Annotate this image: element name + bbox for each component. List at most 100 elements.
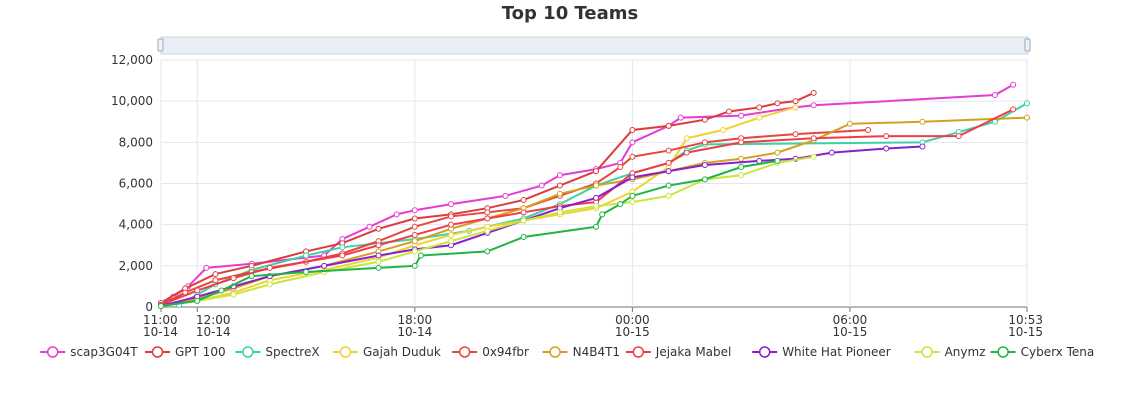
data-point bbox=[556, 172, 563, 179]
legend-label: 0x94fbr bbox=[482, 345, 529, 359]
zoom-handle-right[interactable] bbox=[1024, 38, 1031, 52]
data-point bbox=[738, 139, 745, 146]
legend-marker-icon bbox=[339, 346, 352, 358]
legend-item[interactable]: scap3G04T bbox=[40, 345, 138, 359]
y-tick-label: 0 bbox=[145, 300, 153, 314]
series-group bbox=[158, 81, 1030, 310]
series-line bbox=[160, 83, 1014, 306]
legend-item[interactable]: N4B4T1 bbox=[542, 345, 620, 359]
data-point bbox=[883, 133, 890, 140]
data-point bbox=[448, 221, 455, 228]
data-point bbox=[484, 248, 491, 255]
data-point bbox=[810, 153, 817, 160]
data-point bbox=[1024, 100, 1030, 107]
data-point bbox=[230, 291, 237, 298]
x-tick-label: 18:00 bbox=[398, 313, 433, 327]
data-point bbox=[194, 287, 201, 294]
data-point bbox=[212, 277, 219, 284]
data-point bbox=[1010, 106, 1017, 113]
series-line bbox=[160, 108, 1014, 306]
data-point bbox=[484, 215, 491, 222]
y-tick-label: 10,000 bbox=[111, 94, 153, 108]
data-point bbox=[411, 207, 418, 214]
data-point bbox=[701, 161, 708, 168]
series-cyberx-tena bbox=[158, 157, 781, 309]
data-point bbox=[520, 234, 527, 241]
data-point bbox=[810, 89, 817, 96]
x-tick-label: 00:00 bbox=[615, 313, 650, 327]
data-point bbox=[629, 199, 636, 206]
series-anymz bbox=[158, 153, 817, 310]
legend-item[interactable]: GPT 100 bbox=[145, 345, 226, 359]
grid-lines bbox=[160, 59, 1028, 308]
x-tick-date-label: 10-14 bbox=[397, 325, 432, 339]
data-point bbox=[629, 126, 636, 133]
series-line bbox=[160, 106, 796, 307]
data-point bbox=[665, 168, 672, 175]
data-point bbox=[617, 201, 624, 208]
data-point bbox=[738, 172, 745, 179]
data-point bbox=[158, 302, 164, 309]
legend-item[interactable]: SpectreX bbox=[235, 345, 320, 359]
data-point bbox=[665, 147, 672, 154]
data-point bbox=[629, 174, 636, 181]
data-point bbox=[230, 275, 237, 282]
data-point bbox=[417, 252, 424, 259]
legend-item[interactable]: Gajah Duduk bbox=[333, 345, 441, 359]
data-point bbox=[366, 223, 373, 230]
chart-title: Top 10 Teams bbox=[502, 3, 638, 24]
data-point bbox=[203, 264, 210, 271]
legend-marker-icon bbox=[242, 346, 254, 358]
data-point bbox=[556, 209, 563, 216]
legend-item[interactable]: 0x94fbr bbox=[452, 345, 529, 359]
data-point bbox=[756, 157, 763, 164]
zoom-handle-left[interactable] bbox=[157, 38, 164, 52]
data-point bbox=[194, 297, 201, 304]
data-point bbox=[448, 213, 455, 220]
data-point bbox=[683, 149, 690, 156]
data-zoom-slider[interactable] bbox=[157, 36, 1031, 55]
data-point bbox=[720, 126, 727, 133]
data-point bbox=[810, 102, 817, 109]
zoom-slider-track[interactable] bbox=[160, 36, 1029, 55]
x-tick-label: 11:00 bbox=[143, 313, 178, 327]
data-point bbox=[865, 126, 872, 133]
data-point bbox=[593, 182, 600, 189]
x-tick-label: 10:53 bbox=[1008, 313, 1043, 327]
data-point bbox=[484, 227, 491, 234]
data-point bbox=[683, 135, 690, 142]
data-point bbox=[599, 211, 606, 218]
data-point bbox=[484, 209, 491, 216]
y-tick-label: 8,000 bbox=[119, 135, 153, 149]
data-point bbox=[520, 217, 527, 224]
data-point bbox=[617, 164, 624, 171]
data-point bbox=[991, 91, 998, 98]
x-tick-label: 06:00 bbox=[833, 313, 868, 327]
data-point bbox=[411, 215, 418, 222]
data-point bbox=[411, 238, 418, 245]
data-point bbox=[919, 143, 926, 150]
data-point bbox=[1024, 114, 1030, 121]
data-point bbox=[218, 287, 225, 294]
x-tick-date-label: 10-14 bbox=[196, 325, 231, 339]
y-tick-label: 12,000 bbox=[111, 53, 153, 67]
legend-item[interactable]: Jejaka Mabel bbox=[625, 345, 732, 359]
data-point bbox=[375, 252, 382, 259]
legend-item[interactable]: Cyberx Tena bbox=[990, 345, 1095, 359]
axes: 02,0004,0006,0008,00010,00012,00011:0010… bbox=[111, 53, 1043, 339]
data-point bbox=[792, 104, 799, 111]
data-point bbox=[411, 248, 418, 255]
data-point bbox=[411, 262, 418, 269]
data-point bbox=[520, 196, 527, 203]
legend-item[interactable]: Anymz bbox=[914, 345, 986, 359]
data-point bbox=[701, 116, 708, 123]
data-point bbox=[375, 264, 382, 271]
data-point bbox=[411, 231, 418, 238]
data-point bbox=[756, 104, 763, 111]
legend-marker-icon bbox=[151, 346, 164, 358]
legend[interactable]: scap3G04T GPT 100 SpectreX Gajah Duduk 0x94f… bbox=[40, 345, 1094, 359]
x-tick-date-label: 10-14 bbox=[143, 325, 178, 339]
data-point bbox=[738, 155, 745, 162]
series-line bbox=[160, 116, 1028, 307]
legend-item[interactable]: White Hat Pioneer bbox=[752, 345, 891, 359]
